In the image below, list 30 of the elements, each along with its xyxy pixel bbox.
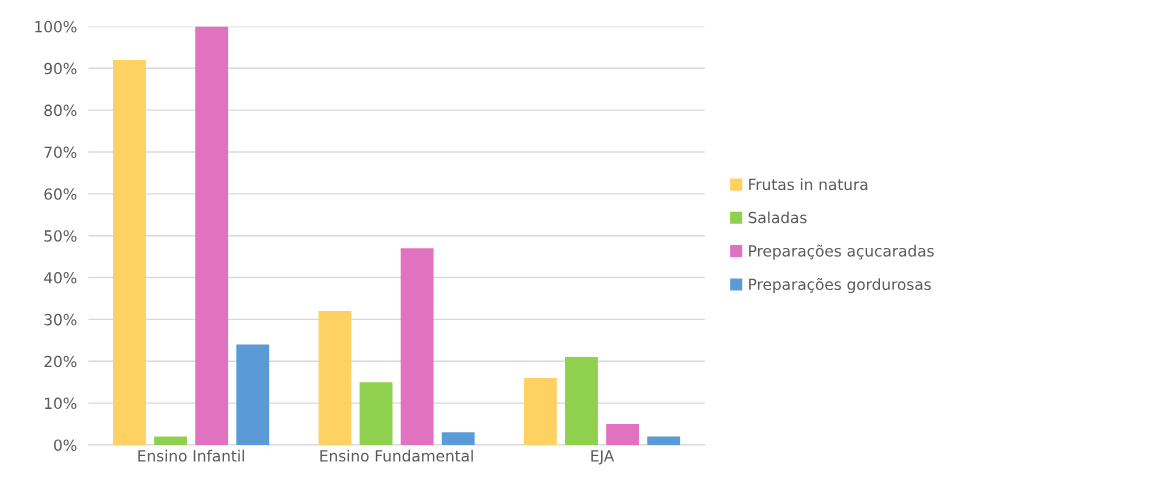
y-tick-label: 100% [35,20,77,33]
y-tick-label: 60% [44,188,77,200]
bar [523,377,557,445]
bar [113,59,146,445]
legend-label: Preparações gordurosas [749,277,931,294]
y-tick-label: 90% [44,62,77,75]
bar [154,436,188,445]
legend-label: Saladas [748,211,807,224]
bar [400,248,434,445]
y-tick-label: 10% [45,397,77,410]
y-tick-label: 30% [44,313,77,326]
x-tick-label: Ensino Infantil [138,449,244,462]
x-tick-label: Ensino Fundamental [320,449,473,462]
y-tick-label: 0% [54,439,77,451]
bar [606,424,640,445]
y-tick-label: 70% [44,146,77,159]
y-tick-label: 50% [44,230,77,242]
bar [318,311,352,445]
y-tick-label: 80% [44,104,77,117]
bar [565,357,598,445]
bar [647,436,681,445]
bar [359,382,393,445]
bar [236,344,270,445]
y-tick-label: 20% [44,355,77,368]
y-tick-label: 40% [44,272,77,284]
legend-label: Preparações açucaradas [749,244,934,260]
bar [195,26,229,445]
legend-label: Frutas in natura [749,178,868,191]
bar [441,432,475,445]
x-tick-label: EJA [591,450,615,465]
